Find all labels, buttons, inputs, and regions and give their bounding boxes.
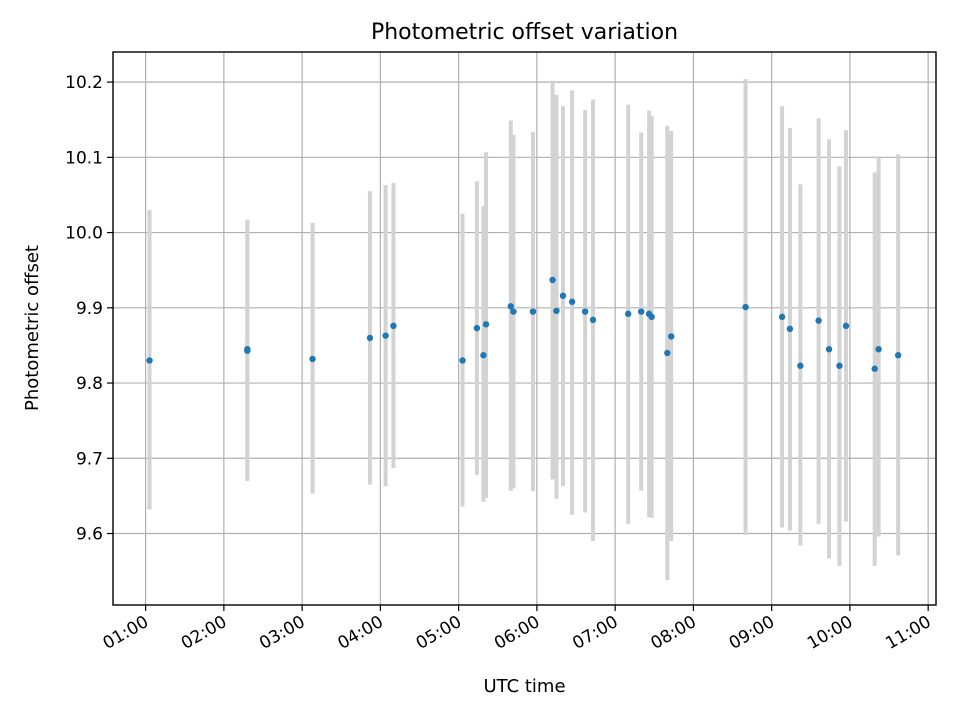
data-point xyxy=(529,308,537,315)
data-point xyxy=(507,303,515,310)
data-point xyxy=(244,347,251,354)
data-point xyxy=(797,362,804,369)
x-tick-label: 09:00 xyxy=(726,612,778,654)
data-point xyxy=(815,317,822,324)
data-point xyxy=(553,307,560,315)
data-point xyxy=(146,357,153,364)
x-tick-label: 01:00 xyxy=(100,612,152,654)
data-point xyxy=(510,308,517,315)
y-tick-label: 10.1 xyxy=(65,148,103,168)
data-point xyxy=(778,313,786,321)
data-point xyxy=(473,324,481,332)
data-point xyxy=(581,308,589,315)
data-point xyxy=(549,276,556,284)
data-point xyxy=(825,345,833,353)
data-point xyxy=(624,310,632,318)
data-point xyxy=(648,313,655,321)
chart-title: Photometric offset variation xyxy=(371,20,678,45)
data-point xyxy=(894,352,902,359)
x-tick-label: 10:00 xyxy=(804,612,856,654)
plot-frame xyxy=(112,51,937,606)
data-point xyxy=(871,365,878,372)
data-point xyxy=(589,316,597,324)
y-tick-label: 9.6 xyxy=(76,525,103,545)
data-point xyxy=(664,349,671,357)
grid xyxy=(113,52,936,605)
error-bars xyxy=(147,79,901,581)
x-tick-label: 07:00 xyxy=(569,612,621,654)
x-axis-label: UTC time xyxy=(483,676,565,697)
data-point xyxy=(668,333,675,340)
data-point xyxy=(836,362,843,369)
data-points xyxy=(146,276,902,372)
data-point xyxy=(875,345,882,353)
data-point xyxy=(459,357,466,364)
data-point xyxy=(842,322,850,330)
y-tick-label: 9.8 xyxy=(76,374,103,394)
data-point xyxy=(390,322,397,330)
data-point xyxy=(638,308,645,315)
data-point xyxy=(568,298,576,305)
data-point xyxy=(742,303,749,311)
data-point xyxy=(309,355,316,363)
x-tick-label: 03:00 xyxy=(256,612,308,654)
x-tick-label: 11:00 xyxy=(882,612,934,654)
x-tick-label: 08:00 xyxy=(647,612,699,654)
data-point xyxy=(482,321,490,328)
y-tick-label: 10.0 xyxy=(65,224,103,244)
y-tick-label: 9.7 xyxy=(76,449,103,469)
y-tick-label: 10.2 xyxy=(65,73,103,93)
x-tick-label: 04:00 xyxy=(334,612,386,654)
y-tick-label: 9.9 xyxy=(76,299,103,319)
data-point xyxy=(480,352,487,359)
x-tick-label: 02:00 xyxy=(178,612,230,654)
x-tick-label: 06:00 xyxy=(491,612,543,654)
y-axis-label: Photometric offset xyxy=(22,245,43,411)
ticks: 01:00 02:00 03:00 04:00 05:00 06:00 07:00 08:00… xyxy=(65,73,935,654)
data-point xyxy=(559,292,567,299)
data-point xyxy=(366,334,374,342)
data-point xyxy=(786,325,794,333)
x-tick-label: 05:00 xyxy=(413,612,465,654)
data-point xyxy=(382,332,389,339)
